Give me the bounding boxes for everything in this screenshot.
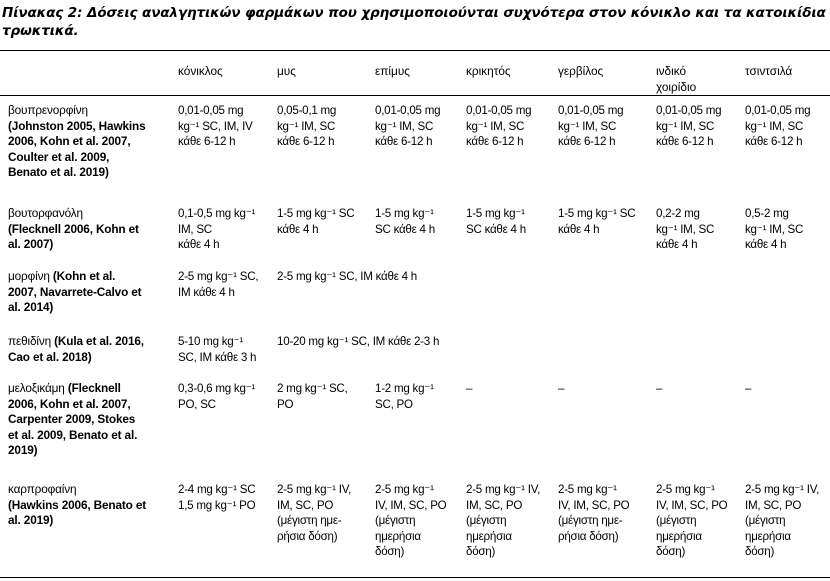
table-cell: 0,01-0,05 mg kg⁻¹ SC, IM, IV κάθε 6-12 h [178, 104, 253, 148]
row-drug-morphine: μορφίνη (Kohn et al. 2007, Navarrete-Cal… [8, 269, 142, 316]
table-cell: 5-10 mg kg⁻¹ SC, IM κάθε 3 h [178, 335, 257, 364]
table-cell: 0,01-0,05 mg kg⁻¹ IM, SC κάθε 6-12 h [375, 104, 441, 148]
table-cell: 2-5 mg kg⁻¹ IV, IM, SC, PO (μέγιστη ημερ… [375, 483, 447, 558]
caption-text: Δόσεις αναλγητικών φαρμάκων που χρησιμοπ… [2, 5, 826, 39]
table-cell: 2-5 mg kg⁻¹ SC, IM κάθε 4 h [178, 270, 259, 299]
table-cell: 1-2 mg kg⁻¹ SC, PO [375, 382, 434, 411]
table-cell: 0,01-0,05 mg kg⁻¹ IM, SC κάθε 6-12 h [656, 104, 722, 148]
column-header-rabbit: κόνικλος [178, 64, 223, 78]
table-cell: 2-5 mg kg⁻¹ IV, IM, SC, PO (μέγιστη ημερ… [466, 483, 541, 558]
column-header-guinea-pig: ινδικό χοιρίδιο [656, 64, 697, 94]
column-header-chinchilla: τσιντσιλά [745, 64, 793, 78]
table-cell-empty: – [656, 382, 663, 395]
column-header-gerbil: γερβίλος [558, 64, 604, 78]
table-cell-empty: – [745, 382, 752, 395]
table-cell: 1-5 mg kg⁻¹ SC κάθε 4 h [375, 207, 435, 236]
table-cell: 2 mg kg⁻¹ SC, PO [277, 382, 348, 411]
table-cell: 2-5 mg kg⁻¹ IV, IM, SC, PO (μέγιστη ημερ… [745, 483, 820, 558]
table-cell: 0,5-2 mg kg⁻¹ IM, SC κάθε 4 h [745, 207, 804, 251]
table-bottom-rule [0, 577, 830, 578]
table-cell: 2-5 mg kg⁻¹ IV, IM, SC, PO (μέγιστη ημε-… [558, 483, 630, 543]
caption-label: Πίνακας 2: [2, 5, 83, 21]
drug-name: βουπρενορφίνη [8, 103, 88, 117]
drug-name: μελοξικάμη [8, 381, 65, 395]
table-cell-empty: – [558, 382, 565, 395]
drug-references: (Flecknell 2006, Kohn et al. 2007) [8, 221, 139, 252]
drug-name: πεθιδίνη [8, 334, 52, 348]
row-drug-butorphanol: βουτορφανόλη (Flecknell 2006, Kohn et al… [8, 206, 139, 253]
drug-references: (Johnston 2005, Hawkins 2006, Kohn et al… [8, 118, 146, 180]
table-cell: 0,05-0,1 mg kg⁻¹ IM, SC κάθε 6-12 h [277, 104, 337, 148]
drug-name: καρπροφαίνη [8, 482, 77, 496]
table-cell: 0,2-2 mg kg⁻¹ IM, SC κάθε 4 h [656, 207, 715, 251]
drug-name: βουτορφανόλη [8, 206, 83, 220]
row-drug-pethidine: πεθιδίνη (Kula et al. 2016, Cao et al. 2… [8, 334, 144, 365]
table-cell: 0,3-0,6 mg kg⁻¹ PO, SC [178, 382, 256, 411]
table-cell: 2-4 mg kg⁻¹ SC 1,5 mg kg⁻¹ PO [178, 483, 256, 512]
table-caption: Πίνακας 2: Δόσεις αναλγητικών φαρμάκων π… [2, 4, 828, 40]
row-drug-carprofen: καρπροφαίνη (Hawkins 2006, Benato et al.… [8, 482, 146, 529]
drug-references: (Kula et al. 2016, Cao et al. 2018) [8, 334, 144, 364]
column-header-hamster: κρικητός [466, 64, 511, 78]
table-cell: 2-5 mg kg⁻¹ IV, IM, SC, PO (μέγιστη ημε-… [277, 483, 352, 543]
drug-references: (Flecknell 2006, Kohn et al. 2007, Carpe… [8, 381, 138, 457]
row-drug-buprenorphine: βουπρενορφίνη (Johnston 2005, Hawkins 20… [8, 103, 146, 181]
table-cell: 2-5 mg kg⁻¹ IV, IM, SC, PO (μέγιστη ημερ… [656, 483, 728, 558]
table-cell-merged: 2-5 mg kg⁻¹ SC, IM κάθε 4 h [277, 270, 417, 283]
table-cell: 0,01-0,05 mg kg⁻¹ IM, SC κάθε 6-12 h [745, 104, 811, 148]
header-rule [0, 95, 830, 96]
table-cell: 0,01-0,05 mg kg⁻¹ IM, SC κάθε 6-12 h [466, 104, 532, 148]
column-header-mouse: μυς [277, 64, 296, 78]
column-header-rat: επίμυς [375, 64, 410, 78]
table-cell: 1-5 mg kg⁻¹ SC κάθε 4 h [466, 207, 526, 236]
table-cell: 0,01-0,05 mg kg⁻¹ IM, SC κάθε 6-12 h [558, 104, 624, 148]
table-cell-empty: – [466, 382, 473, 395]
drug-name: μορφίνη [8, 269, 50, 283]
drug-references: (Kohn et al. 2007, Navarrete-Calvo et al… [8, 269, 142, 314]
table-cell: 1-5 mg kg⁻¹ SC κάθε 4 h [558, 207, 636, 236]
table-cell: 1-5 mg kg⁻¹ SC κάθε 4 h [277, 207, 355, 236]
table-top-rule [0, 50, 830, 51]
drug-references: (Hawkins 2006, Benato et al. 2019) [8, 497, 147, 528]
row-drug-meloxicam: μελοξικάμη (Flecknell 2006, Kohn et al. … [8, 381, 137, 459]
table-cell: 0,1-0,5 mg kg⁻¹ IM, SC κάθε 4 h [178, 207, 256, 251]
table-cell-merged: 10-20 mg kg⁻¹ SC, IM κάθε 2-3 h [277, 335, 440, 348]
